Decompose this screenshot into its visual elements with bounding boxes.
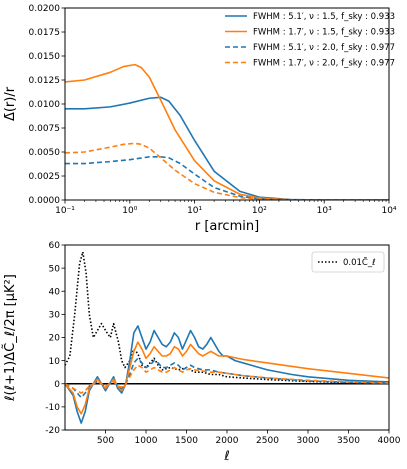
x-axis-label: r [arcmin] — [195, 219, 259, 234]
y-tick-label: 0.0200 — [29, 4, 61, 14]
y-tick-label: 0.0025 — [29, 172, 61, 182]
y-tick-label: -10 — [45, 403, 60, 413]
panel-top: 10⁻¹ 10⁰ 10¹ 10² 10³ 10⁴ 0.0000 0.0025 0.0050 0.0… — [3, 4, 397, 234]
x-tick-label: 10⁻¹ — [55, 206, 75, 216]
series-line-2 — [65, 156, 389, 200]
y-tick-label: 0.0150 — [29, 52, 61, 62]
x-tick-label: 1500 — [175, 436, 198, 446]
y-tick-label: 60 — [49, 241, 61, 251]
x-tick-label: 500 — [97, 436, 114, 446]
y-tick-label: 0.0000 — [29, 196, 61, 206]
series-line-3 — [65, 142, 389, 200]
series-line-1 — [65, 63, 389, 200]
series-line-0 — [65, 96, 389, 200]
x-tick-label: 1000 — [135, 436, 158, 446]
y-tick-label: 30 — [49, 311, 61, 321]
y-tick-label: 50 — [49, 264, 61, 274]
legend-label-3: FWHM : 1.7′, ν : 2.0, f_sky : 0.977 — [253, 59, 395, 69]
x-tick-label: 10² — [252, 206, 267, 216]
series-line-3 — [65, 357, 389, 399]
y-tick-label: 10 — [49, 357, 61, 367]
x-tick-label: 3500 — [337, 436, 360, 446]
x-tick-label: 10³ — [317, 206, 332, 216]
series-line-2 — [65, 341, 389, 415]
axes-frame — [64, 244, 390, 431]
panel-bottom: 500 1000 1500 2000 2500 3000 3500 4000 -20 -10 0 10… — [3, 241, 401, 464]
y-tick-label: 40 — [49, 287, 61, 297]
legend-label-2: FWHM : 5.1′, ν : 2.0, f_sky : 0.977 — [253, 43, 395, 53]
y-axis-label: Δ̄(r)/r — [3, 86, 18, 121]
x-tick-label: 2500 — [256, 436, 279, 446]
x-tick-label: 2000 — [216, 436, 239, 446]
x-tick-label: 4000 — [378, 436, 401, 446]
y-tick-label: 0.0100 — [29, 100, 61, 110]
y-tick-label: -20 — [45, 426, 60, 436]
series-line-4 — [65, 364, 389, 394]
y-tick-label: 0.0075 — [29, 124, 61, 134]
legend-label-0: FWHM : 5.1′, ν : 1.5, f_sky : 0.933 — [253, 12, 395, 22]
legend-box — [311, 251, 385, 273]
y-tick-label: 0 — [54, 380, 60, 390]
legend-label-1: FWHM : 1.7′, ν : 1.5, f_sky : 0.933 — [253, 28, 395, 38]
x-tick-label: 10⁴ — [381, 206, 396, 216]
x-tick-label: 10¹ — [187, 206, 202, 216]
series-group — [65, 251, 389, 424]
y-axis-label: ℓ(ℓ+1)ΔC̃_ℓ/2π [μK²] — [3, 274, 18, 402]
series-line-0 — [65, 251, 389, 385]
legend-label-0: 0.01C̃_ℓ — [343, 257, 376, 269]
y-tick-label: 0.0050 — [29, 148, 61, 158]
series-line-1 — [65, 325, 389, 424]
y-tick-label: 0.0125 — [29, 76, 61, 86]
y-tick-label: 20 — [49, 334, 61, 344]
x-tick-label: 3000 — [297, 436, 320, 446]
y-tick-label: 0.0175 — [29, 28, 61, 38]
x-tick-label: 10⁰ — [122, 206, 137, 216]
x-axis-label: ℓ — [223, 449, 229, 464]
series-group — [65, 63, 389, 200]
